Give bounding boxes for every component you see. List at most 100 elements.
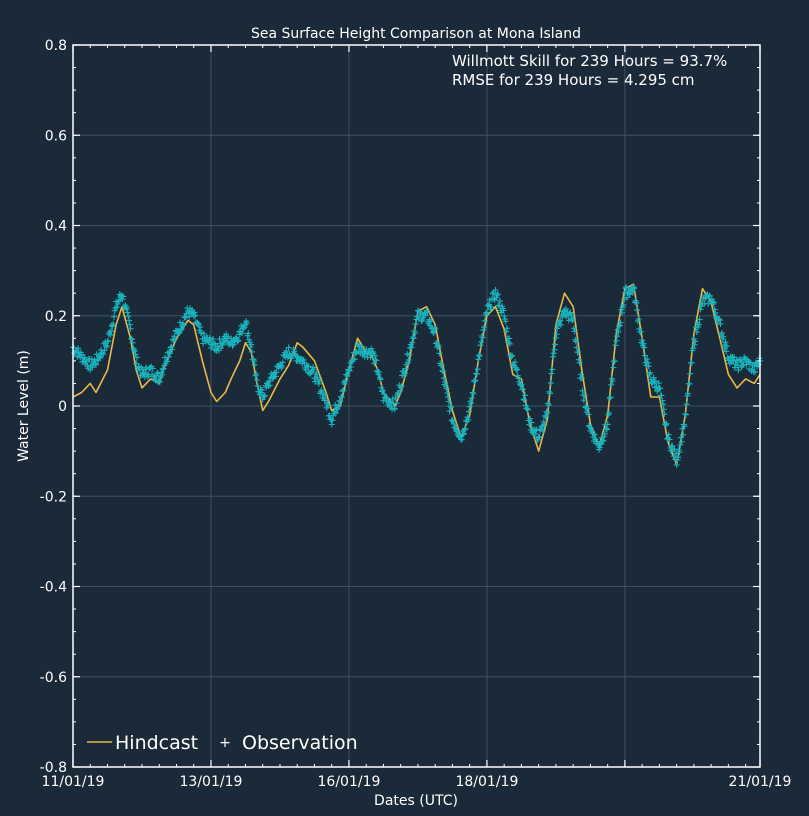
observation-point [141, 370, 148, 377]
y-tick-label: 0.2 [45, 309, 67, 325]
observation-point [468, 400, 475, 407]
observation-point [251, 358, 258, 364]
observation-point [123, 306, 130, 312]
observation-point [571, 328, 578, 335]
observation-point [473, 371, 480, 377]
observation-point [97, 355, 104, 361]
observation-point [585, 411, 592, 418]
observation-point [528, 419, 535, 426]
observation-point [746, 359, 753, 366]
observation-point [609, 378, 616, 384]
observation-point [686, 381, 693, 387]
observation-point [379, 387, 386, 394]
observation-point [248, 341, 255, 348]
y-tick-label: -0.4 [40, 580, 67, 596]
observation-point [409, 334, 416, 341]
observation-point [104, 338, 111, 345]
observation-point [675, 454, 682, 461]
observation-point [478, 338, 485, 345]
observation-point [418, 318, 425, 325]
observation-point [75, 345, 81, 352]
observation-point [462, 425, 469, 432]
observation-point [611, 358, 618, 365]
rmse-annotation: RMSE for 239 Hours = 4.295 cm [452, 71, 695, 89]
x-tick-label: 16/01/19 [318, 774, 381, 790]
willmott-skill-annotation: Willmott Skill for 239 Hours = 93.7% [452, 52, 727, 70]
observation-series [70, 284, 763, 468]
observation-point [377, 376, 384, 383]
observation-point [443, 385, 450, 392]
observation-point [658, 392, 665, 399]
observation-point [119, 296, 126, 303]
observation-point [660, 406, 667, 413]
observation-point [283, 348, 290, 355]
observation-point [341, 380, 348, 387]
observation-point [475, 356, 482, 363]
observation-point [470, 390, 477, 397]
observation-point [480, 327, 487, 334]
observation-point [460, 431, 467, 438]
observation-point [553, 331, 560, 338]
observation-point [171, 333, 178, 340]
observation-point [397, 384, 404, 391]
observation-point [412, 321, 419, 328]
observation-point [128, 336, 135, 343]
observation-point [581, 392, 588, 399]
observation-point [78, 351, 85, 358]
observation-point [435, 344, 442, 351]
observation-point [438, 362, 445, 369]
observation-point [570, 325, 577, 332]
observation-point [447, 403, 454, 410]
observation-point [629, 289, 636, 296]
observation-point [712, 309, 719, 316]
observation-point [623, 284, 630, 291]
observation-point [393, 400, 400, 407]
observation-point [113, 304, 120, 310]
observation-point [96, 354, 103, 361]
observation-point [168, 343, 175, 350]
observation-point [540, 427, 546, 434]
observation-point [112, 305, 119, 312]
x-tick-label: 21/01/19 [729, 774, 792, 790]
observation-point [313, 370, 320, 377]
observation-point [310, 366, 317, 373]
observation-point [177, 327, 184, 333]
observation-point [717, 321, 724, 327]
observation-point [630, 284, 637, 291]
observation-point [111, 313, 117, 320]
observation-point [477, 342, 484, 349]
observation-point [351, 356, 358, 363]
observation-point [485, 302, 492, 309]
observation-point [140, 369, 147, 376]
grid [73, 45, 760, 767]
observation-point [137, 372, 144, 379]
observation-point [182, 314, 189, 321]
observation-point [603, 425, 610, 432]
observation-point [570, 315, 577, 322]
observation-point [488, 303, 495, 310]
observation-point [254, 383, 261, 390]
observation-point [328, 416, 334, 423]
observation-point [430, 329, 436, 336]
y-tick-label: -0.2 [40, 489, 67, 505]
observation-point [328, 421, 335, 428]
observation-point [665, 431, 672, 438]
observation-point [506, 335, 513, 342]
observation-point [254, 377, 260, 383]
observation-point [735, 367, 742, 374]
observation-point [524, 406, 531, 413]
observation-point [645, 363, 652, 370]
observation-point [514, 366, 521, 373]
observation-point [631, 285, 638, 292]
observation-point [281, 352, 288, 359]
observation-point [431, 324, 438, 331]
observation-point [436, 350, 443, 357]
observation-point [636, 325, 643, 332]
observation-point [414, 313, 421, 320]
observation-point [519, 386, 526, 393]
observation-point [695, 321, 702, 328]
observation-point [542, 414, 549, 421]
x-axis: 11/01/19 13/01/19 16/01/19 18/01/19 21/01/19 [42, 45, 792, 790]
observation-point [367, 354, 374, 361]
observation-point [739, 362, 745, 369]
